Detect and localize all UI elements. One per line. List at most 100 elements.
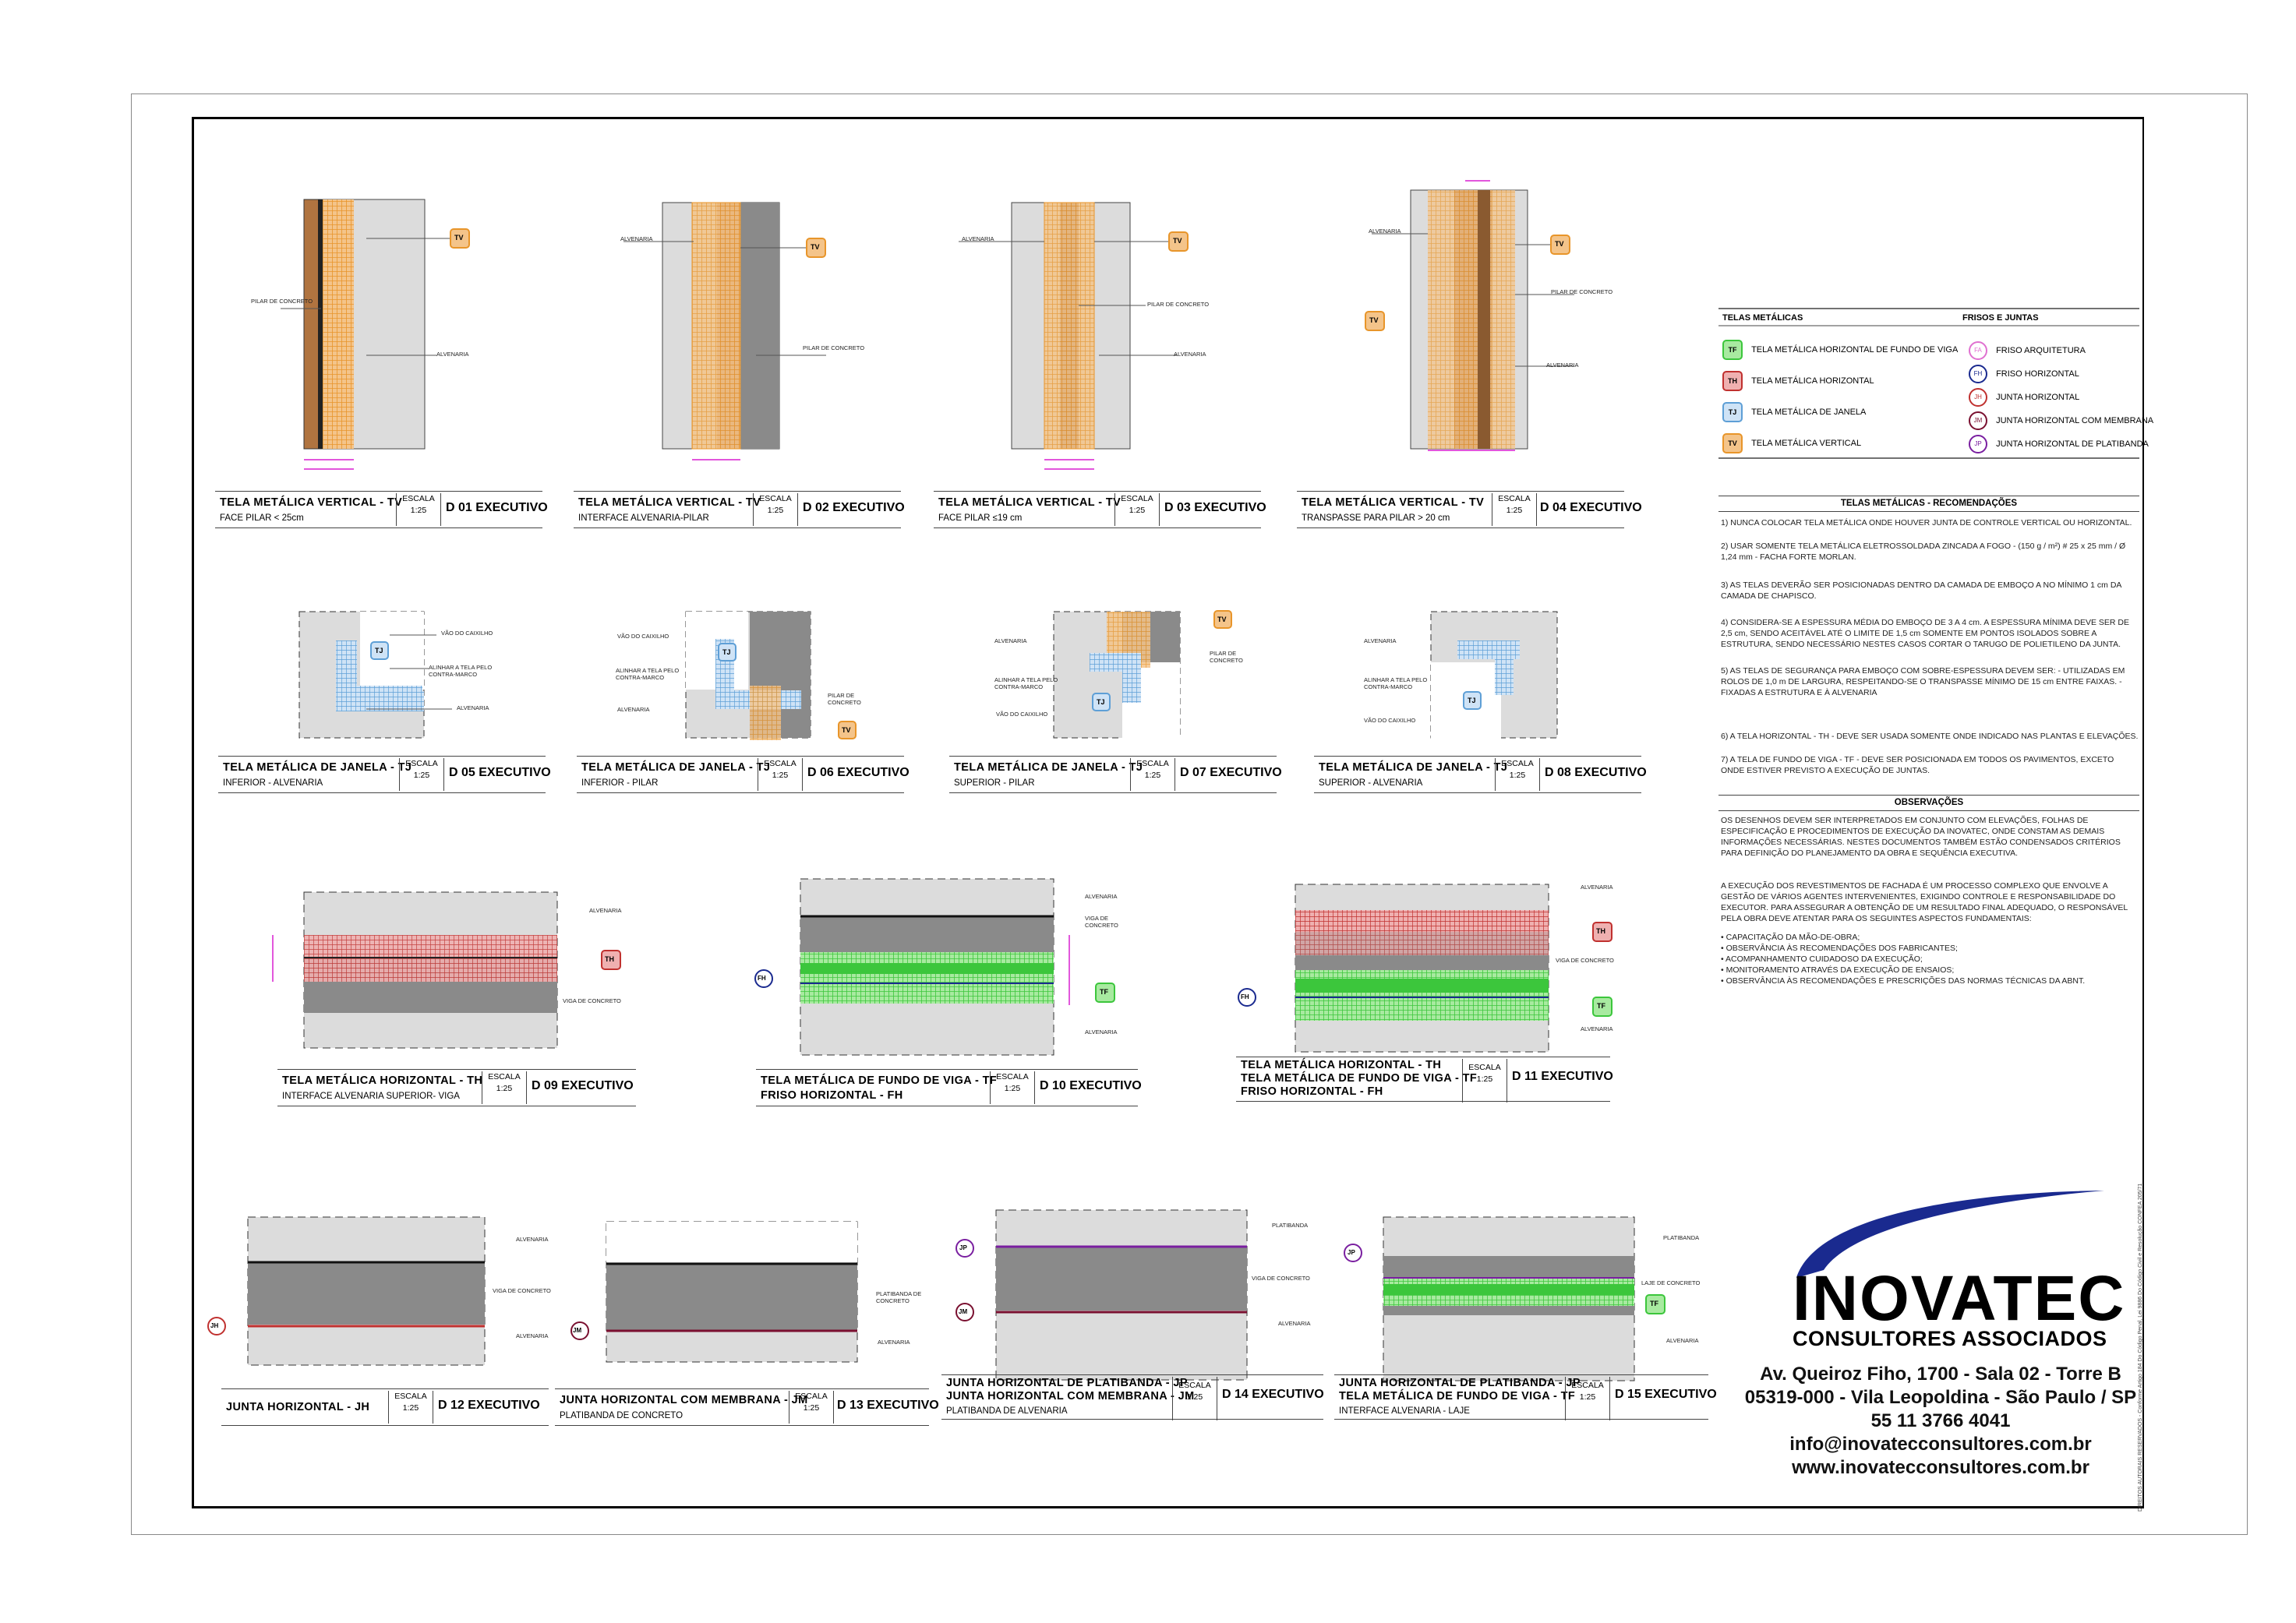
tj-icon: TJ <box>1722 402 1743 422</box>
d10-title-block: TELA METÁLICA DE FUNDO DE VIGA - TF FRIS… <box>756 1069 1142 1106</box>
obs-bullet-3: • ACOMPANHAMENTO CUIDADOSO DA EXECUÇÃO; <box>1721 954 1923 964</box>
legend-item-jp: JP JUNTA HORIZONTAL DE PLATIBANDA <box>1969 435 2149 453</box>
d06-label-alinhar: ALINHAR A TELA PELO CONTRA-MARCO <box>616 667 680 681</box>
d07-drawing <box>1053 610 1232 740</box>
d14-label-alvenaria: ALVENARIA <box>1278 1320 1311 1327</box>
d11-label-alvenaria-2: ALVENARIA <box>1581 1025 1613 1032</box>
d15-code: D 15 EXECUTIVO <box>1615 1388 1717 1401</box>
sheet-border <box>131 93 2248 1535</box>
d09-scale: ESCALA 1:25 <box>482 1071 527 1104</box>
d10-title-2: FRISO HORIZONTAL - FH <box>761 1089 903 1102</box>
d09-tag-th: TH <box>605 955 614 963</box>
d07-label-alvenaria: ALVENARIA <box>994 637 1027 644</box>
obs-paragraph-2: A EXECUÇÃO DOS REVESTIMENTOS DE FACHADA … <box>1721 881 2128 923</box>
rec-item-5: 5) AS TELAS DE SEGURANÇA PARA EMBOÇO COM… <box>1721 666 2125 697</box>
d09-drawing <box>272 891 621 1049</box>
observations-title: OBSERVAÇÕES <box>1894 798 1964 807</box>
d10-label-alvenaria: ALVENARIA <box>1085 893 1118 900</box>
d08-tag-tj: TJ <box>1468 697 1476 704</box>
d09-label-viga: VIGA DE CONCRETO <box>563 997 621 1004</box>
rec-item-1: 1) NUNCA COLOCAR TELA METÁLICA ONDE HOUV… <box>1721 518 2132 527</box>
company-phone: 55 11 3766 4041 <box>1870 1410 2011 1431</box>
d11-label-viga: VIGA DE CONCRETO <box>1556 957 1614 964</box>
d11-tag-th: TH <box>1596 927 1605 935</box>
d02-drawing <box>623 202 826 460</box>
d10-label-alvenaria-2: ALVENARIA <box>1085 1028 1118 1036</box>
d10-tag-tf: TF <box>1100 988 1108 996</box>
th-icon: TH <box>1722 371 1743 391</box>
rec-item-7: 7) A TELA DE FUNDO DE VIGA - TF - DEVE S… <box>1721 755 2114 775</box>
d11-title-3: FRISO HORIZONTAL - FH <box>1241 1085 1383 1098</box>
company-email[interactable]: info@inovatecconsultores.com.br <box>1789 1434 2092 1455</box>
recommendations-title: TELAS METÁLICAS - RECOMENDAÇÕES <box>1840 499 2018 508</box>
d10-code: D 10 EXECUTIVO <box>1040 1079 1142 1092</box>
d05-subtitle: INFERIOR - ALVENARIA <box>223 778 323 788</box>
d13-drawing <box>570 1221 858 1363</box>
d12-label-viga: VIGA DE CONCRETO <box>493 1287 551 1294</box>
d04-subtitle: TRANSPASSE PARA PILAR > 20 cm <box>1302 513 1450 523</box>
d08-label-vao: VÃO DO CAIXILHO <box>1364 717 1416 724</box>
d07-label-vao: VÃO DO CAIXILHO <box>996 711 1048 718</box>
d06-subtitle: INFERIOR - PILAR <box>581 778 659 788</box>
d05-label-vao: VÃO DO CAIXILHO <box>441 630 493 637</box>
d10-label-viga: VIGA DE CONCRETO <box>1085 915 1118 929</box>
d13-title-block: JUNTA HORIZONTAL COM MEMBRANA - JM PLATI… <box>555 1388 939 1426</box>
rec-rule-bottom <box>1718 511 2139 512</box>
d07-tag-tv: TV <box>1217 616 1227 623</box>
d10-tag-fh: FH <box>758 975 766 982</box>
d04-title: TELA METÁLICA VERTICAL - TV <box>1302 496 1485 509</box>
d01-title: TELA METÁLICA VERTICAL - TV <box>220 496 403 509</box>
d11-label-alvenaria: ALVENARIA <box>1581 884 1613 891</box>
d01-drawing <box>281 199 470 470</box>
d08-title: TELA METÁLICA DE JANELA - TJ <box>1319 761 1508 774</box>
d09-title: TELA METÁLICA HORIZONTAL - TH <box>282 1074 483 1087</box>
d13-code: D 13 EXECUTIVO <box>837 1399 939 1412</box>
d07-title-block: TELA METÁLICA DE JANELA - TJ SUPERIOR - … <box>949 756 1282 793</box>
rec-item-2: 2) USAR SOMENTE TELA METÁLICA ELETROSSOL… <box>1721 542 2126 562</box>
d12-title: JUNTA HORIZONTAL - JH <box>226 1401 370 1413</box>
d14-tag-jm: JM <box>959 1308 968 1315</box>
d15-tag-jp: JP <box>1348 1249 1355 1256</box>
legend-label-tf: TELA METÁLICA HORIZONTAL DE FUNDO DE VIG… <box>1751 345 1959 355</box>
d12-code: D 12 EXECUTIVO <box>438 1399 540 1412</box>
tv-icon: TV <box>1722 433 1743 453</box>
d15-subtitle: INTERFACE ALVENARIA - LAJE <box>1339 1406 1470 1416</box>
d05-label-alvenaria: ALVENARIA <box>457 704 489 711</box>
d02-subtitle: INTERFACE ALVENARIA-PILAR <box>578 513 709 523</box>
d06-label-alvenaria: ALVENARIA <box>617 706 650 713</box>
legend-telas-title: TELAS METÁLICAS <box>1722 313 1803 323</box>
d15-title: JUNTA HORIZONTAL DE PLATIBANDA - JP <box>1339 1377 1581 1389</box>
d01-subtitle: FACE PILAR < 25cm <box>220 513 304 523</box>
legend-label-tv: TELA METÁLICA VERTICAL <box>1751 439 1862 448</box>
d02-tag-tv: TV <box>811 243 820 251</box>
d08-code: D 08 EXECUTIVO <box>1545 766 1647 779</box>
legend-item-th: TH TELA METÁLICA HORIZONTAL <box>1722 371 1874 391</box>
d13-label-alvenaria: ALVENARIA <box>878 1339 910 1346</box>
d11-tag-fh: FH <box>1241 993 1249 1000</box>
d09-label-alvenaria: ALVENARIA <box>589 907 622 914</box>
d09-code: D 09 EXECUTIVO <box>532 1079 634 1092</box>
rec-item-6: 6) A TELA HORIZONTAL - TH - DEVE SER USA… <box>1721 732 2139 741</box>
d03-code: D 03 EXECUTIVO <box>1164 501 1266 514</box>
d07-scale: ESCALA 1:25 <box>1130 758 1175 791</box>
d14-title: JUNTA HORIZONTAL DE PLATIBANDA - JP <box>946 1377 1188 1389</box>
d07-subtitle: SUPERIOR - PILAR <box>954 778 1035 788</box>
obs-rule-top <box>1718 795 2139 796</box>
d13-title: JUNTA HORIZONTAL COM MEMBRANA - JM <box>560 1394 808 1406</box>
d05-label-alinhar: ALINHAR A TELA PELO CONTRA-MARCO <box>429 664 493 678</box>
d15-label-laje: LAJE DE CONCRETO <box>1641 1279 1701 1286</box>
d03-title-block: TELA METÁLICA VERTICAL - TV FACE PILAR ≤… <box>934 491 1266 528</box>
d13-subtitle: PLATIBANDA DE CONCRETO <box>560 1411 684 1420</box>
d04-label-alvenaria-2: ALVENARIA <box>1546 362 1579 369</box>
d01-label-alvenaria: ALVENARIA <box>436 351 469 358</box>
d13-label-platibanda: PLATIBANDA DE CONCRETO <box>876 1290 922 1304</box>
obs-bullet-1: • CAPACITAÇÃO DA MÃO-DE-OBRA; <box>1721 933 1860 942</box>
d06-title-block: TELA METÁLICA DE JANELA - TJ INFERIOR - … <box>577 756 910 793</box>
d05-code: D 05 EXECUTIVO <box>449 766 551 779</box>
company-website[interactable]: www.inovatecconsultores.com.br <box>1792 1457 2089 1478</box>
d14-code: D 14 EXECUTIVO <box>1222 1388 1324 1401</box>
d14-title-block: JUNTA HORIZONTAL DE PLATIBANDA - JP JUNT… <box>941 1374 1324 1420</box>
d03-drawing <box>959 202 1189 470</box>
legend-frisos-title: FRISOS E JUNTAS <box>1962 313 2039 323</box>
